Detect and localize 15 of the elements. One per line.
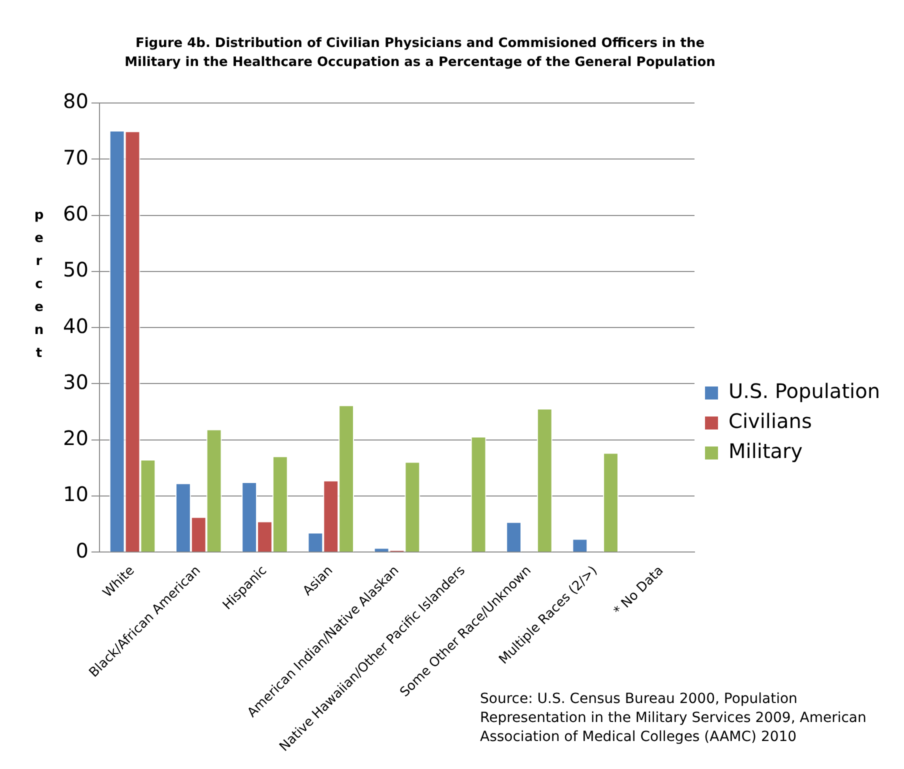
y-tick-label: 80: [62, 89, 88, 114]
y-axis-title: percent: [34, 207, 44, 363]
y-tick-label: 50: [62, 258, 88, 282]
legend-label: Civilians: [728, 409, 812, 434]
y-tick-label: 60: [62, 202, 88, 226]
y-tick-label: 20: [62, 426, 88, 450]
y-tick-label: 40: [62, 314, 88, 338]
legend-label: Military: [728, 439, 803, 464]
source-note: Source: U.S. Census Bureau 2000, Population Representation in the Military Services 2009, American Association of Medical Colleges (AAMC) 2010: [480, 690, 868, 747]
y-tick-label: 10: [62, 482, 88, 506]
y-tick-label: 30: [62, 370, 88, 394]
chart-title: Figure 4b. Distribution of Civilian Physicians and Commisioned Officers in the Military in the Healthcare Occupation as a Percentage of the General Population: [124, 35, 716, 72]
y-tick-label: 70: [62, 145, 88, 170]
y-tick-label: 0: [76, 538, 88, 562]
legend-label: U.S. Population: [728, 379, 880, 404]
